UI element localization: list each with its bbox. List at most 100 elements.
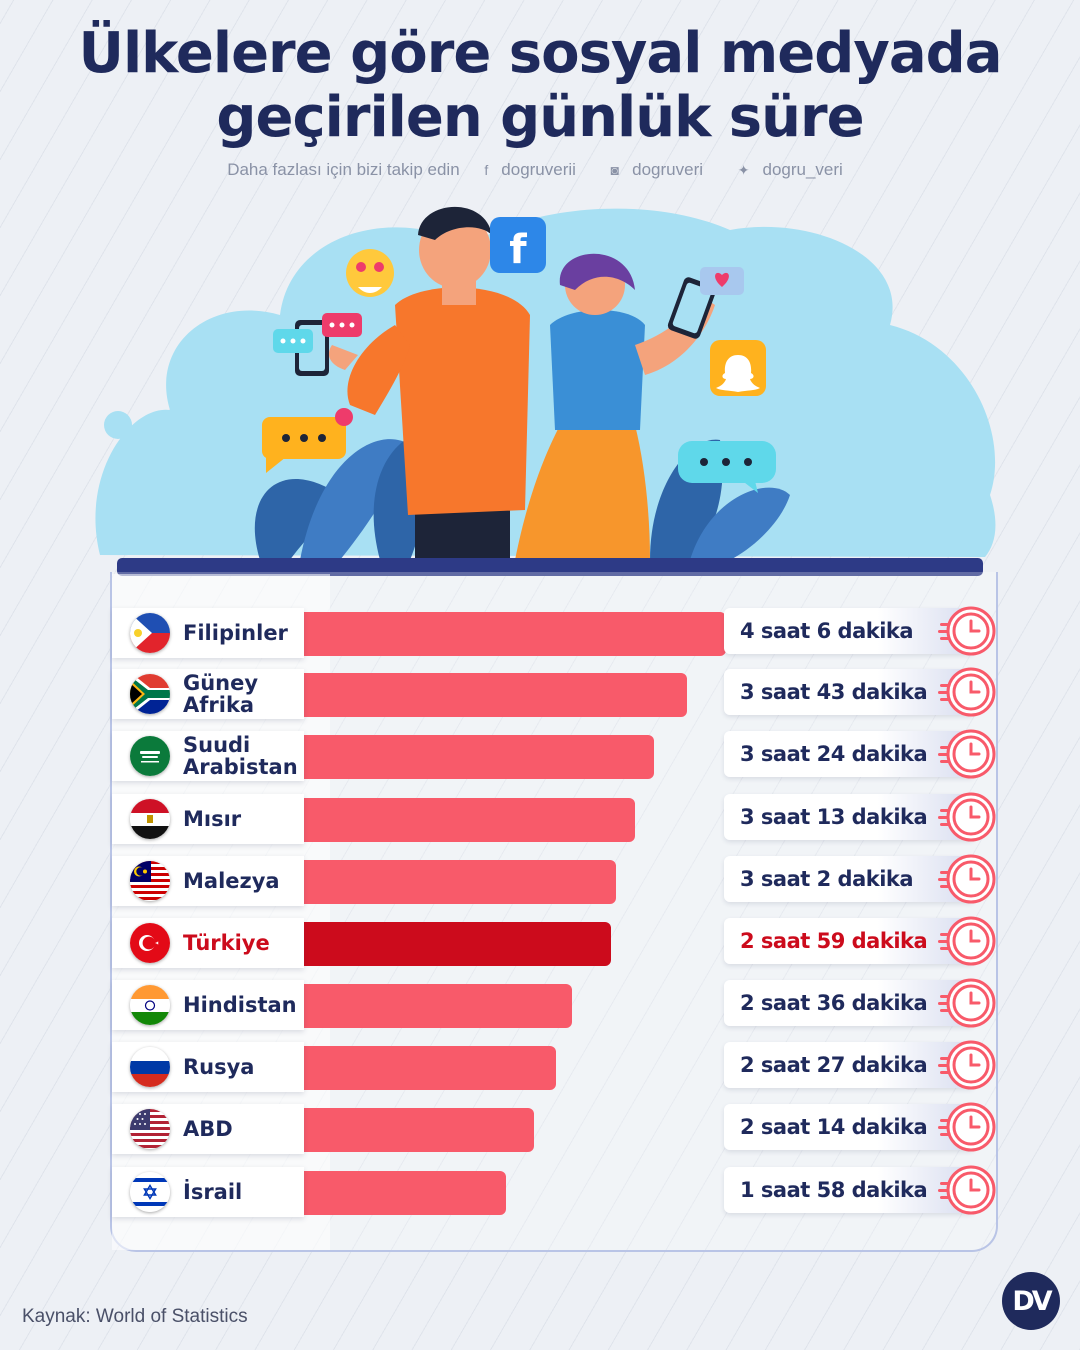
country-label: Mısır [112,794,304,844]
value-box [724,608,972,654]
chart-top-bar [117,558,983,576]
country-label: Türkiye [112,918,304,968]
clock-icon [938,1161,996,1219]
malaysia-flag-icon [130,861,170,901]
man-figure [328,206,530,560]
country-label: Hindistan [112,980,304,1030]
table-row: Suudi Arabistan 3 saat 24 dakika [112,729,996,781]
country-name: Filipinler [183,621,288,645]
clock-icon [938,850,996,908]
bar [304,922,611,966]
clock-icon [938,788,996,846]
country-label: ABD [112,1104,304,1154]
clock-icon [938,974,996,1032]
bar [304,1171,506,1215]
egypt-flag-icon [130,799,170,839]
country-name: Türkiye [183,931,270,955]
value-box [724,794,972,840]
clock-icon [938,912,996,970]
value-label: 3 saat 13 dakika [740,805,928,829]
social-media-illustration: f [95,206,996,560]
clock-icon [938,1036,996,1094]
table-row: Filipinler 4 saat 6 dakika [112,606,996,658]
value-label: 2 saat 27 dakika [740,1053,928,1077]
facebook-icon: f [484,162,489,178]
table-row: ABD 2 saat 14 dakika [112,1102,996,1154]
value-box [724,918,972,964]
philippines-flag-icon [130,613,170,653]
india-flag-icon [130,985,170,1025]
facebook-link[interactable]: f dogruverii [484,160,586,179]
value-label: 4 saat 6 dakika [740,619,914,643]
bar [304,735,654,779]
table-row: Malezya 3 saat 2 dakika [112,854,996,906]
instagram-link[interactable]: ◙ dogruveri [611,160,713,179]
value-box [724,1104,972,1150]
country-name: Suudi Arabistan [183,733,298,779]
woman-figure [515,253,715,560]
value-label: 2 saat 36 dakika [740,991,928,1015]
country-name: Güney Afrika [183,671,259,717]
twitter-link[interactable]: ✦ dogru_veri [738,160,853,179]
turkey-flag-icon [130,923,170,963]
country-label: Filipinler [112,608,304,658]
svg-text:f: f [509,227,527,273]
value-label: 1 saat 58 dakika [740,1178,928,1202]
country-name: ABD [183,1117,233,1141]
usa-flag-icon [130,1109,170,1149]
value-box [724,669,972,715]
title-line-2: geçirilen günlük süre [216,85,864,150]
clock-icon [938,602,996,660]
country-label: Malezya [112,856,304,906]
clock-icon [938,663,996,721]
country-label: Rusya [112,1042,304,1092]
country-name: Rusya [183,1055,255,1079]
instagram-icon: ◙ [610,162,620,178]
country-name: İsrail [183,1180,243,1204]
value-box [724,980,972,1026]
south-africa-flag-icon [130,674,170,714]
bar [304,1046,556,1090]
israel-flag-icon [130,1172,170,1212]
bar [304,1108,534,1152]
value-box [724,1042,972,1088]
snapchat-logo-icon [710,340,766,396]
value-label: 3 saat 24 dakika [740,742,928,766]
twitter-icon: ✦ [737,162,750,178]
country-label: Güney Afrika [112,669,304,719]
value-box [724,856,972,902]
chat-bubble-icon [678,441,776,493]
chat-bubble-icon [262,408,353,473]
title-line-1: Ülkelere göre sosyal medyada [78,21,1002,86]
table-row: Rusya 2 saat 27 dakika [112,1040,996,1092]
chat-bubble-icon [273,329,313,353]
value-box [724,731,972,777]
value-label: 3 saat 43 dakika [740,680,928,704]
country-label: Suudi Arabistan [112,731,304,781]
country-name: Hindistan [183,993,297,1017]
value-box [724,1167,972,1213]
twitter-handle: dogru_veri [762,160,843,179]
page-title: Ülkelere göre sosyal medyada geçirilen g… [0,22,1080,150]
table-row: Türkiye 2 saat 59 dakika [112,916,996,968]
instagram-handle: dogruveri [632,160,704,179]
dogruveri-logo: DV [1002,1272,1060,1330]
saudi-arabia-flag-icon [130,736,170,776]
bar [304,860,616,904]
heart-eyes-emoji-icon [346,249,394,297]
bar [304,673,687,717]
russia-flag-icon [130,1047,170,1087]
facebook-handle: dogruverii [501,160,576,179]
table-row: Hindistan 2 saat 36 dakika [112,978,996,1030]
source-text: Kaynak: World of Statistics [22,1306,248,1327]
social-follow-bar: Daha fazlası için bizi takip edin f dogru… [0,160,1080,180]
facebook-logo-icon: f [490,217,546,273]
bar [304,984,572,1028]
value-label: 2 saat 14 dakika [740,1115,928,1139]
country-name: Malezya [183,869,280,893]
value-label: 3 saat 2 dakika [740,867,914,891]
chat-bubble-icon [322,313,362,337]
table-row: Mısır 3 saat 13 dakika [112,792,996,844]
table-row: İsrail 1 saat 58 dakika [112,1165,996,1217]
value-label: 2 saat 59 dakika [740,929,928,953]
